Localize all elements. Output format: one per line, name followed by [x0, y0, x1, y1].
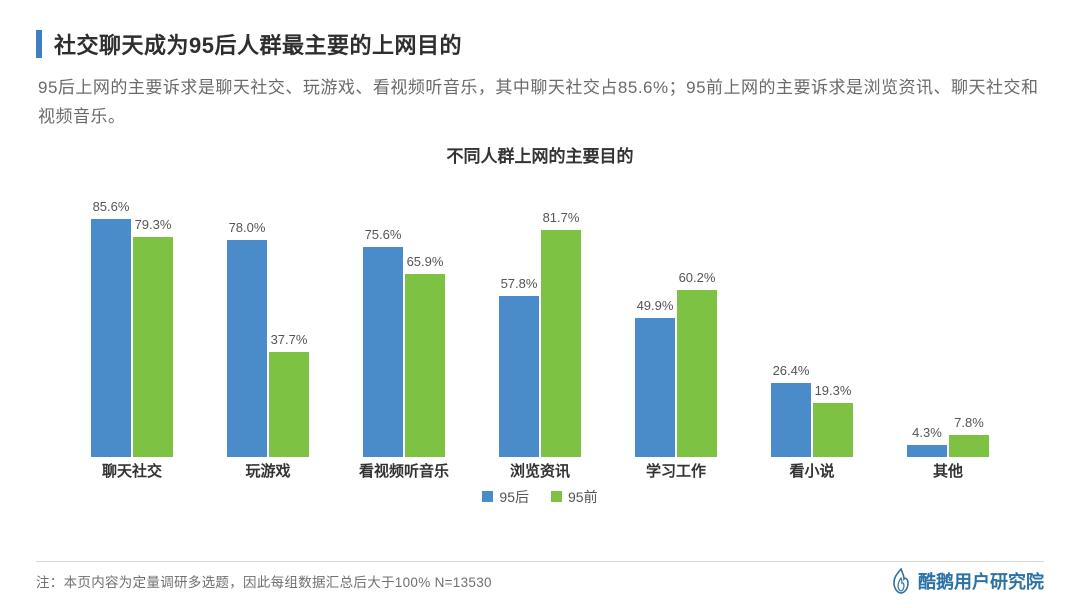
brand-logo: 酷鹅用户研究院 — [890, 568, 1044, 594]
bar: 37.7% — [269, 352, 309, 457]
legend-label: 95后 — [499, 487, 529, 507]
bar-group: 75.6%65.9% — [336, 207, 472, 457]
brand-name: 酷鹅用户研究院 — [918, 568, 1044, 594]
x-tick-label: 浏览资讯 — [472, 460, 608, 481]
bar: 26.4% — [771, 383, 811, 456]
legend-item: 95前 — [551, 487, 598, 507]
bar-group: 26.4%19.3% — [744, 207, 880, 457]
footer-divider — [36, 561, 1044, 562]
bar-value-label: 65.9% — [407, 254, 444, 269]
title-row: 社交聊天成为95后人群最主要的上网目的 — [36, 28, 1044, 60]
accent-bar — [36, 30, 42, 58]
bar-value-label: 75.6% — [365, 227, 402, 242]
bar-value-label: 49.9% — [637, 298, 674, 313]
x-tick-label: 学习工作 — [608, 460, 744, 481]
bar-value-label: 26.4% — [773, 363, 810, 378]
legend-swatch — [551, 491, 562, 502]
subtitle-text: 95后上网的主要诉求是聊天社交、玩游戏、看视频听音乐，其中聊天社交占85.6%；… — [38, 74, 1044, 132]
bar-group: 49.9%60.2% — [608, 207, 744, 457]
bar-value-label: 81.7% — [543, 210, 580, 225]
bar-group: 4.3%7.8% — [880, 207, 1016, 457]
bar-value-label: 19.3% — [815, 383, 852, 398]
bar: 81.7% — [541, 230, 581, 457]
bar: 85.6% — [91, 219, 131, 457]
bar-value-label: 37.7% — [271, 332, 308, 347]
x-tick-label: 聊天社交 — [64, 460, 200, 481]
x-axis: 聊天社交玩游戏看视频听音乐浏览资讯学习工作看小说其他 — [56, 460, 1024, 481]
bar: 78.0% — [227, 240, 267, 457]
bar: 7.8% — [949, 435, 989, 457]
bar-value-label: 79.3% — [135, 217, 172, 232]
bar: 4.3% — [907, 445, 947, 457]
plot-area: 85.6%79.3%78.0%37.7%75.6%65.9%57.8%81.7%… — [56, 207, 1024, 457]
legend: 95后 95前 — [36, 487, 1044, 507]
bar: 19.3% — [813, 403, 853, 457]
bar: 60.2% — [677, 290, 717, 457]
bar-value-label: 85.6% — [93, 199, 130, 214]
x-tick-label: 看视频听音乐 — [336, 460, 472, 481]
bar-groups: 85.6%79.3%78.0%37.7%75.6%65.9%57.8%81.7%… — [56, 207, 1024, 457]
bar-value-label: 4.3% — [912, 425, 942, 440]
bar: 65.9% — [405, 274, 445, 457]
bar-value-label: 57.8% — [501, 276, 538, 291]
bar: 75.6% — [363, 247, 403, 457]
bar-group: 85.6%79.3% — [64, 207, 200, 457]
bar: 49.9% — [635, 318, 675, 457]
page-title: 社交聊天成为95后人群最主要的上网目的 — [54, 28, 462, 60]
bar-value-label: 7.8% — [954, 415, 984, 430]
x-tick-label: 其他 — [880, 460, 1016, 481]
bar-group: 57.8%81.7% — [472, 207, 608, 457]
bar: 79.3% — [133, 237, 173, 457]
legend-label: 95前 — [568, 487, 598, 507]
bar-group: 78.0%37.7% — [200, 207, 336, 457]
legend-swatch — [482, 491, 493, 502]
footnote-text: 注：本页内容为定量调研多选题，因此每组数据汇总后大于100% N=13530 — [36, 571, 492, 591]
chart-title: 不同人群上网的主要目的 — [36, 142, 1044, 167]
x-tick-label: 玩游戏 — [200, 460, 336, 481]
bar-value-label: 60.2% — [679, 270, 716, 285]
slide: 社交聊天成为95后人群最主要的上网目的 95后上网的主要诉求是聊天社交、玩游戏、… — [0, 0, 1080, 608]
legend-item: 95后 — [482, 487, 529, 507]
flame-icon — [890, 568, 912, 594]
bar: 57.8% — [499, 296, 539, 457]
x-tick-label: 看小说 — [744, 460, 880, 481]
bar-value-label: 78.0% — [229, 220, 266, 235]
bar-chart: 85.6%79.3%78.0%37.7%75.6%65.9%57.8%81.7%… — [36, 171, 1044, 521]
footer: 注：本页内容为定量调研多选题，因此每组数据汇总后大于100% N=13530 酷… — [36, 568, 1044, 594]
